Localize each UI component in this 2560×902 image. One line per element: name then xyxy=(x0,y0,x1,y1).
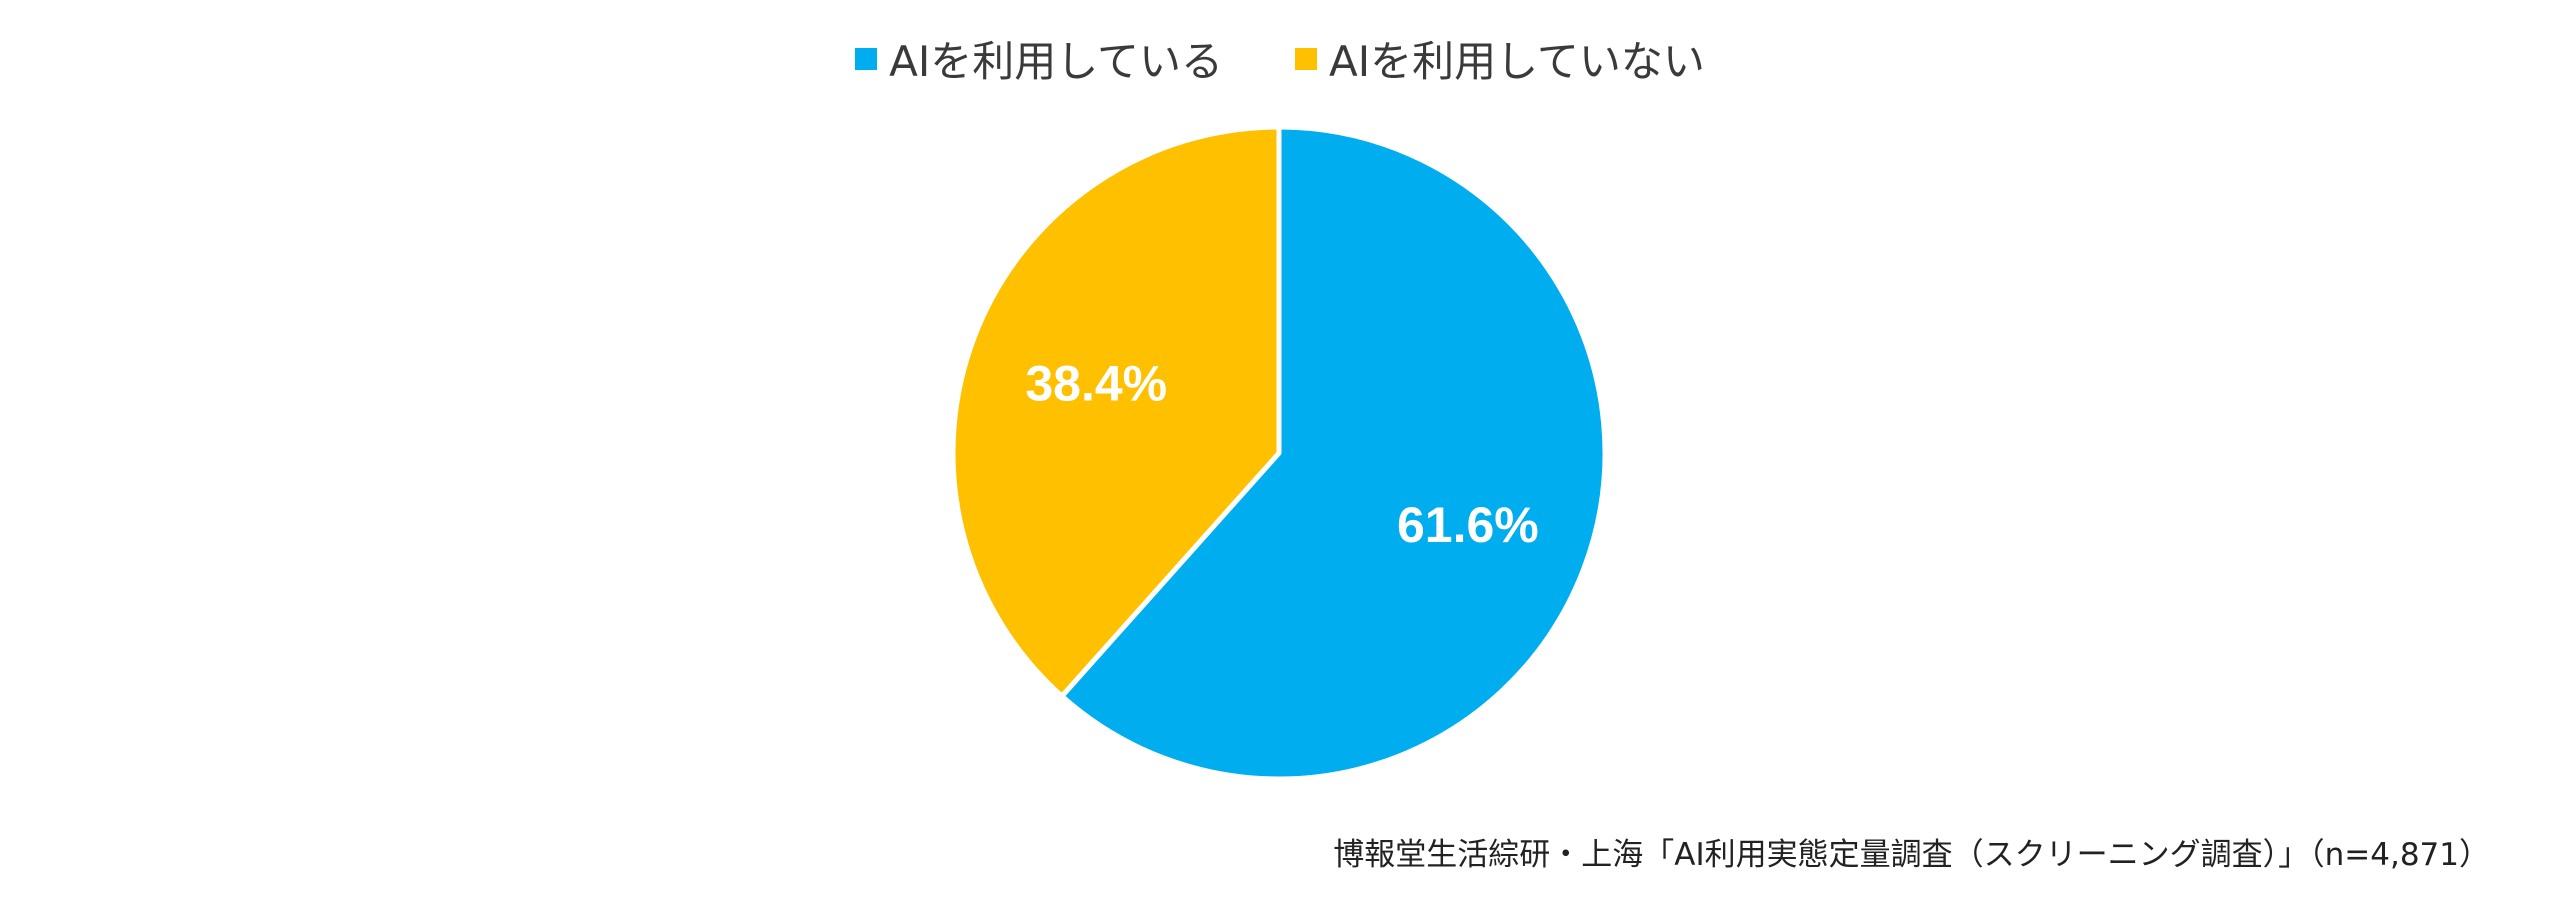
legend-item-using-ai: AIを利用している xyxy=(855,28,1223,89)
legend-label-using-ai: AIを利用している xyxy=(889,37,1223,86)
legend-label-not-using-ai: AIを利用していない xyxy=(1329,37,1705,86)
chart-legend: AIを利用している AIを利用していない xyxy=(0,28,2560,89)
legend-swatch-using-ai xyxy=(855,47,878,70)
data-label-using-ai: 61.6% xyxy=(1397,497,1539,553)
source-note: 博報堂生活綜研・上海「AI利用実態定量調査（スクリーニング調査）」（n=4,87… xyxy=(1333,837,2490,873)
pie-slice-not-using-ai xyxy=(950,124,1282,699)
legend-item-not-using-ai: AIを利用していない xyxy=(1295,28,1705,89)
legend-swatch-not-using-ai xyxy=(1295,47,1317,70)
data-label-not-using-ai: 38.4% xyxy=(1025,355,1167,411)
pie-slice-using-ai xyxy=(1059,124,1608,782)
